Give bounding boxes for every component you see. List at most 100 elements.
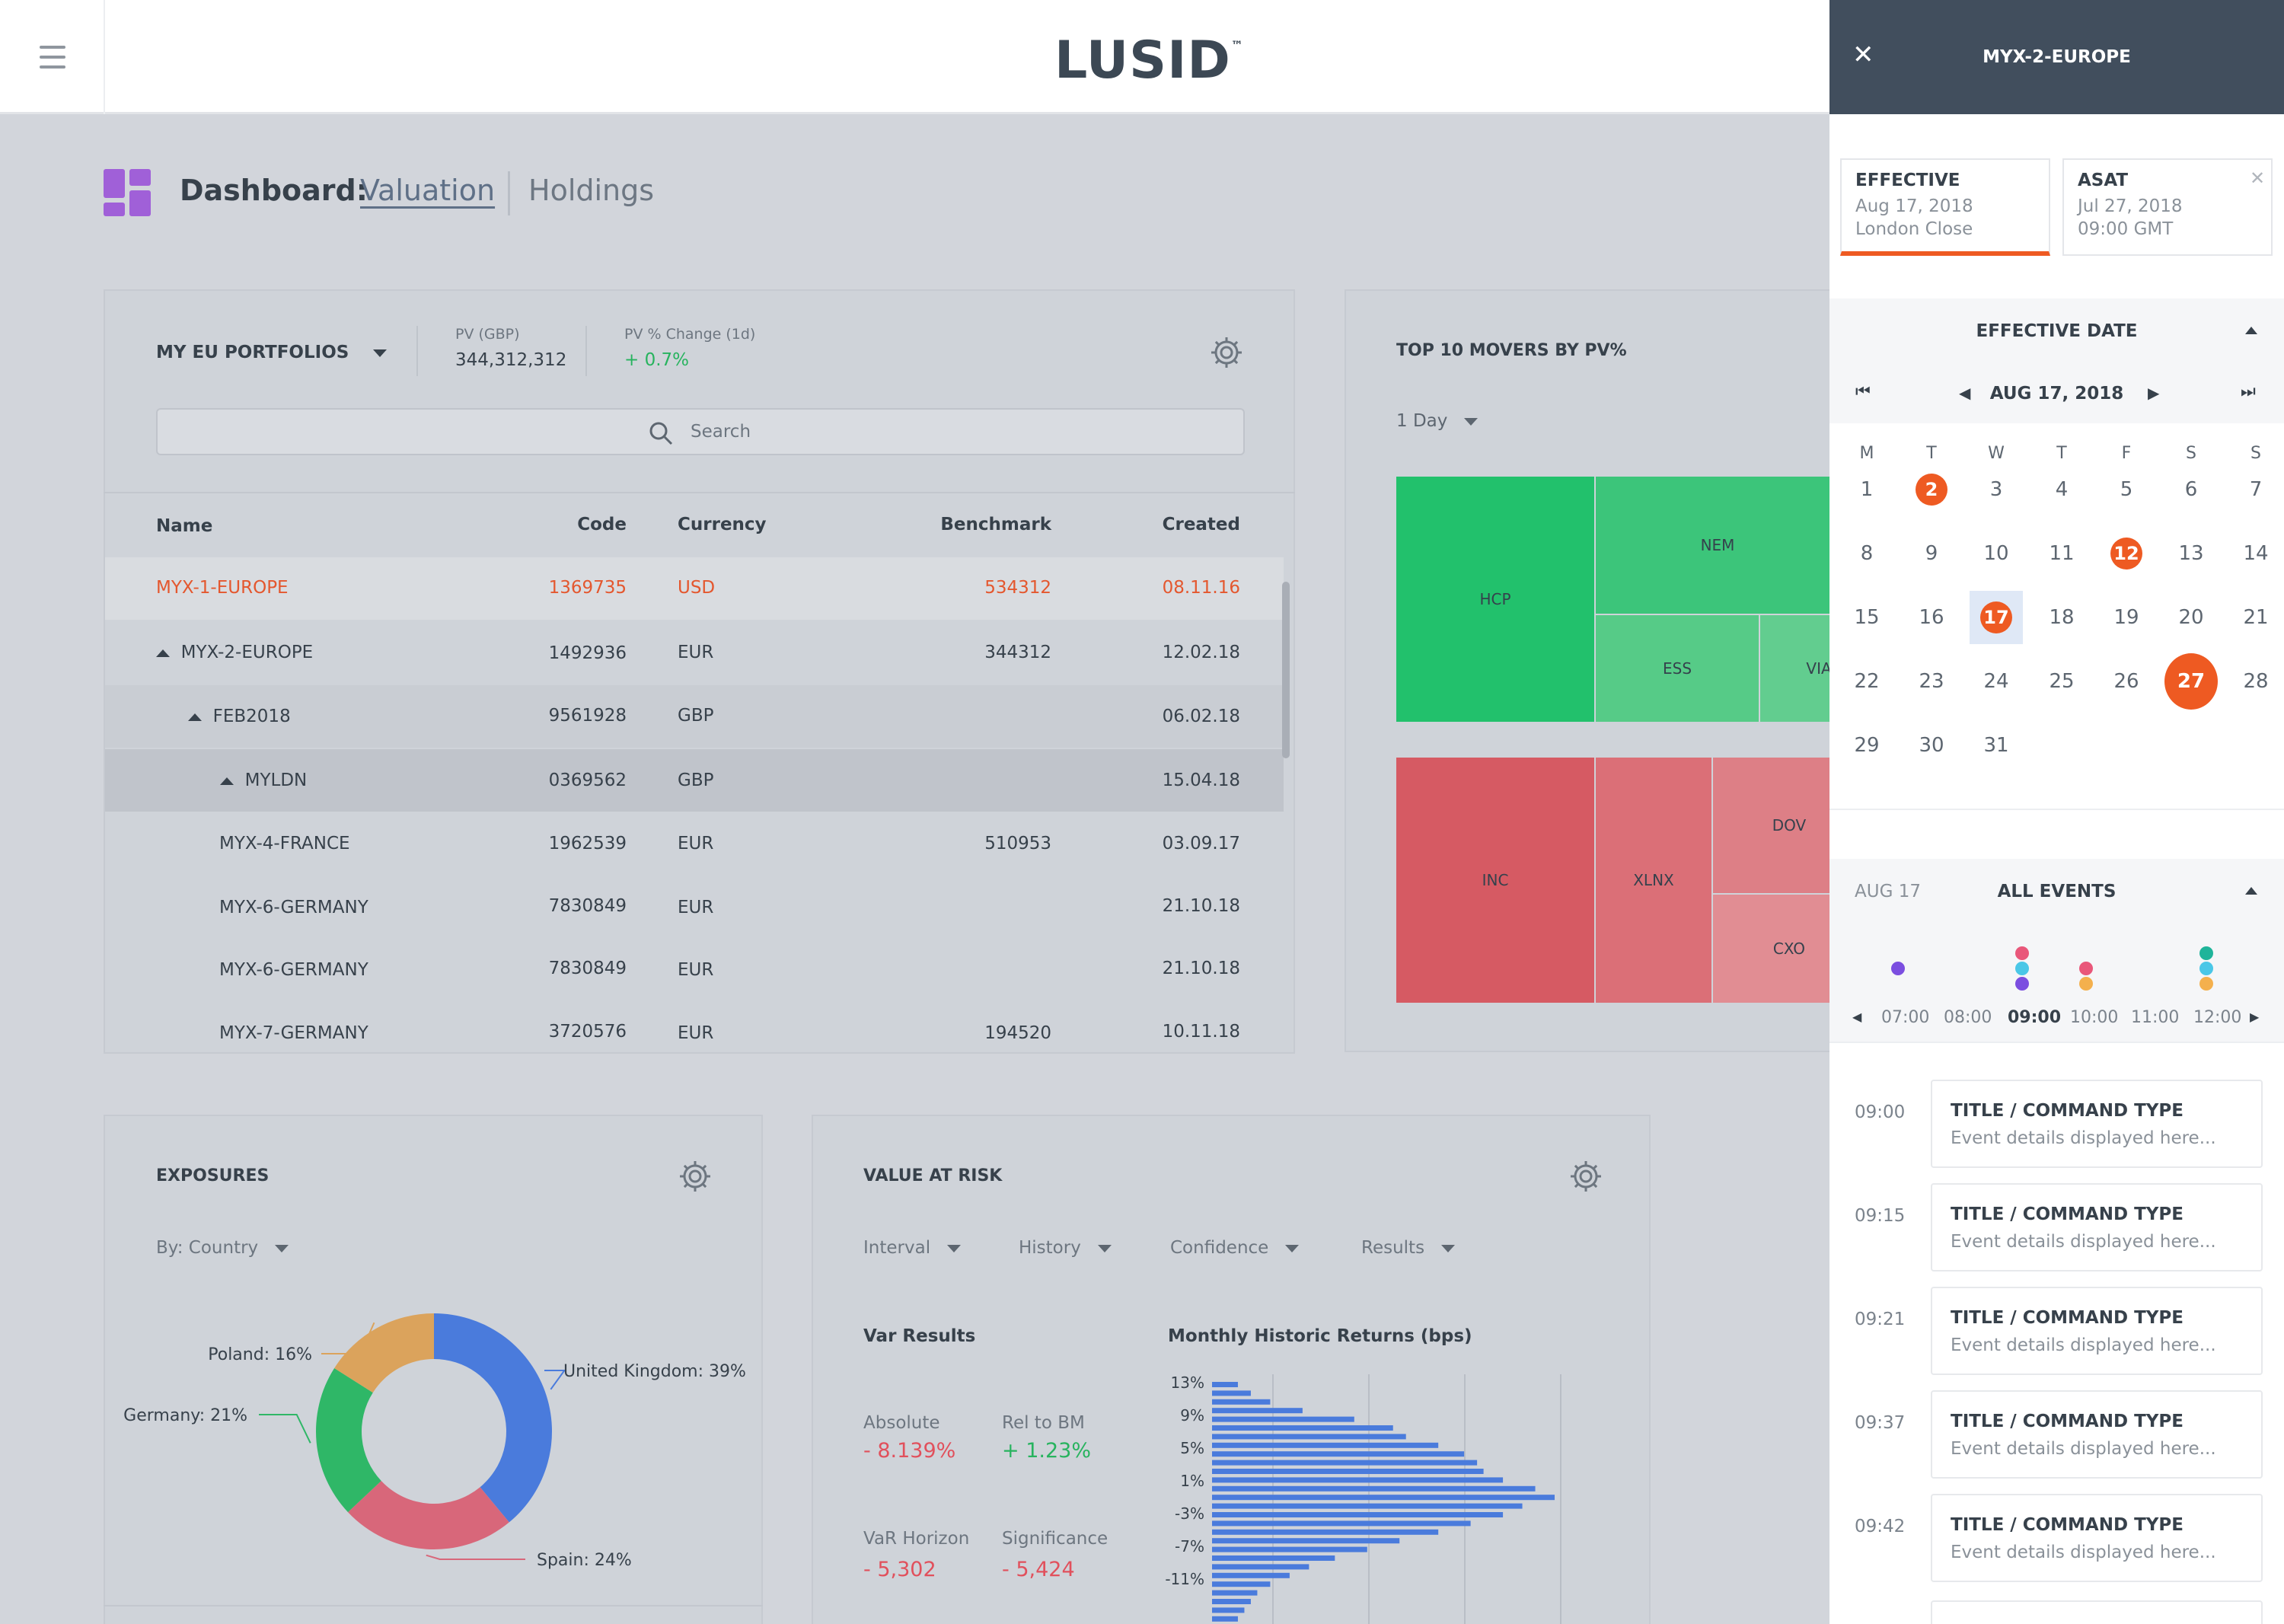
column-header-name[interactable]: Name xyxy=(156,516,213,536)
calendar-day[interactable]: 24 xyxy=(1983,670,2009,693)
calendar-day[interactable]: 17 xyxy=(1970,591,2023,644)
calendar-day[interactable]: 3 xyxy=(1989,478,2003,501)
tile-hcp[interactable]: HCP xyxy=(1396,477,1594,722)
calendar-day[interactable]: 25 xyxy=(2049,670,2075,693)
timeline-hour[interactable]: 08:00 xyxy=(1944,1008,1992,1027)
menu-button[interactable] xyxy=(0,0,105,114)
next-month-icon[interactable]: ▶ xyxy=(2148,384,2160,402)
tab-holdings[interactable]: Holdings xyxy=(528,174,655,207)
settings-gear-icon[interactable] xyxy=(678,1159,713,1194)
event-card[interactable]: TITLE / COMMAND TYPE Event details displ… xyxy=(1931,1080,2263,1168)
column-header-benchmark[interactable]: Benchmark xyxy=(940,515,1051,534)
table-row[interactable]: MYX-2-EUROPE 1492936 EUR 344312 12.02.18 xyxy=(105,621,1284,684)
timeline-hour[interactable]: 11:00 xyxy=(2131,1008,2180,1027)
column-header-code[interactable]: Code xyxy=(577,515,627,534)
calendar-day[interactable]: 19 xyxy=(2113,606,2139,629)
event-card[interactable]: TITLE / COMMAND TYPE Event details displ… xyxy=(1931,1390,2263,1479)
period-dropdown[interactable]: 1 Day xyxy=(1396,411,1479,431)
calendar-day[interactable]: 29 xyxy=(1854,734,1880,757)
calendar-day[interactable]: 23 xyxy=(1919,670,1944,693)
table-row[interactable]: MYX-4-FRANCE 1962539 EUR 510953 03.09.17 xyxy=(105,813,1284,876)
calendar-day[interactable]: 16 xyxy=(1919,606,1944,629)
tile-nem[interactable]: NEM xyxy=(1596,477,1829,614)
search-input[interactable]: Search xyxy=(156,408,1245,455)
effective-date-card[interactable]: EFFECTIVE Aug 17, 2018 London Close xyxy=(1840,158,2050,256)
effective-date-section-header[interactable]: EFFECTIVE DATE xyxy=(1829,298,2284,362)
calendar-day[interactable]: 7 xyxy=(2249,478,2263,501)
calendar-day[interactable]: 6 xyxy=(2184,478,2198,501)
timeline-prev-icon[interactable]: ◀ xyxy=(1852,1010,1862,1024)
donut-slice-germany[interactable] xyxy=(316,1367,381,1513)
event-card[interactable]: TITLE / COMMAND TYPE Event details displ… xyxy=(1931,1287,2263,1375)
calendar-day[interactable]: 27 xyxy=(2164,653,2218,710)
calendar-day[interactable]: 4 xyxy=(2055,478,2069,501)
calendar-day[interactable]: 31 xyxy=(1983,734,2009,757)
interval-dropdown[interactable]: Interval xyxy=(863,1238,962,1258)
donut-slice-spain[interactable] xyxy=(348,1481,509,1549)
timeline-hour-selected[interactable]: 09:00 xyxy=(2008,1008,2062,1027)
timeline-hour[interactable]: 07:00 xyxy=(1881,1008,1930,1027)
asat-date-card[interactable]: ASAT Jul 27, 2018 09:00 GMT ✕ xyxy=(2062,158,2273,256)
calendar-day[interactable]: 5 xyxy=(2120,478,2133,501)
tab-valuation[interactable]: Valuation xyxy=(360,174,496,207)
donut-slice-united-kingdom[interactable] xyxy=(434,1313,552,1523)
last-page-icon[interactable]: ⏭ xyxy=(2241,382,2256,401)
tile-cxo[interactable]: CXO xyxy=(1713,895,1829,1003)
calendar-day[interactable]: 21 xyxy=(2243,606,2269,629)
tile-ess[interactable]: ESS xyxy=(1596,615,1759,722)
confidence-dropdown[interactable]: Confidence xyxy=(1170,1238,1300,1258)
settings-gear-icon[interactable] xyxy=(1209,335,1244,370)
tile-dov[interactable]: DOV xyxy=(1713,758,1829,893)
table-row[interactable]: MYX-7-GERMANY 3720576 EUR 194520 10.11.1… xyxy=(105,1005,1284,1051)
clear-icon[interactable]: ✕ xyxy=(2250,168,2266,189)
collapse-icon[interactable] xyxy=(2245,327,2257,334)
close-icon[interactable]: ✕ xyxy=(1852,40,1874,70)
table-row[interactable]: MYX-6-GERMANY 7830849 EUR 21.10.18 xyxy=(105,877,1284,940)
collapse-icon[interactable] xyxy=(220,777,234,785)
calendar-day[interactable]: 8 xyxy=(1860,542,1874,565)
calendar-day[interactable]: 13 xyxy=(2178,542,2204,565)
table-row[interactable]: MYX-1-EUROPE 1369735 USD 534312 08.11.16 xyxy=(105,557,1284,620)
table-row[interactable]: MYLDN 0369562 GBP 15.04.18 xyxy=(105,749,1284,812)
calendar-day[interactable]: 18 xyxy=(2049,606,2075,629)
settings-gear-icon[interactable] xyxy=(1568,1159,1603,1194)
calendar-day[interactable]: 15 xyxy=(1854,606,1880,629)
timeline-next-icon[interactable]: ▶ xyxy=(2250,1010,2260,1024)
event-card[interactable] xyxy=(1931,1600,2263,1624)
calendar-day[interactable]: 22 xyxy=(1854,670,1880,693)
results-dropdown[interactable]: Results xyxy=(1361,1238,1455,1258)
exposure-filter-dropdown[interactable]: By: Country xyxy=(156,1238,289,1258)
events-section-header[interactable]: AUG 17 ALL EVENTS xyxy=(1829,859,2284,923)
calendar-day[interactable]: 9 xyxy=(1925,542,1938,565)
calendar-day[interactable]: 28 xyxy=(2243,670,2269,693)
calendar-day[interactable]: 11 xyxy=(2049,542,2075,565)
collapse-icon[interactable] xyxy=(188,713,202,721)
column-header-created[interactable]: Created xyxy=(1162,515,1240,534)
calendar-day[interactable]: 20 xyxy=(2178,606,2204,629)
timeline-hour[interactable]: 12:00 xyxy=(2193,1008,2242,1027)
history-dropdown[interactable]: History xyxy=(1019,1238,1112,1258)
calendar-day[interactable]: 14 xyxy=(2243,542,2269,565)
collapse-icon[interactable] xyxy=(156,649,170,657)
portfolio-selector[interactable]: MY EU PORTFOLIOS xyxy=(156,343,388,362)
calendar-day[interactable]: 1 xyxy=(1860,478,1874,501)
column-header-currency[interactable]: Currency xyxy=(678,515,767,534)
calendar-day[interactable]: 26 xyxy=(2113,670,2139,693)
first-page-icon[interactable]: ⏮ xyxy=(1855,382,1871,401)
scrollbar-thumb[interactable] xyxy=(1282,582,1290,758)
timeline-hour[interactable]: 10:00 xyxy=(2070,1008,2119,1027)
event-card[interactable]: TITLE / COMMAND TYPE Event details displ… xyxy=(1931,1183,2263,1271)
table-row[interactable]: FEB2018 9561928 GBP 06.02.18 xyxy=(105,685,1284,748)
calendar-day[interactable]: 10 xyxy=(1983,542,2009,565)
donut-slice-poland[interactable] xyxy=(334,1313,434,1393)
prev-month-icon[interactable]: ◀ xyxy=(1959,384,1971,402)
event-card[interactable]: TITLE / COMMAND TYPE Event details displ… xyxy=(1931,1494,2263,1582)
calendar-day[interactable]: 12 xyxy=(2100,527,2153,580)
table-row[interactable]: MYX-6-GERMANY 7830849 EUR 21.10.18 xyxy=(105,941,1284,1003)
calendar-day[interactable]: 2 xyxy=(1905,463,1958,516)
calendar-day[interactable]: 30 xyxy=(1919,734,1944,757)
collapse-icon[interactable] xyxy=(2245,887,2257,895)
tile-inc[interactable]: INC xyxy=(1396,758,1594,1003)
tile-xlnx[interactable]: XLNX xyxy=(1596,758,1711,1003)
